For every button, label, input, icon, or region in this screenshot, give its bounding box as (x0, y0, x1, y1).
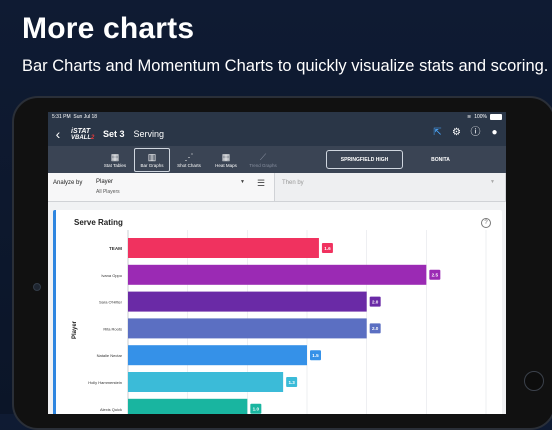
tool-label: Heat Maps (215, 162, 237, 168)
data-label: 2.5 (432, 273, 439, 278)
bar-chart: Player TEAM 1.6 Ivana Oppo 2.5 Sara O'Hitter 2… (72, 230, 487, 414)
tool-bar-graphs[interactable]: ▥ Bar Graphs (134, 147, 170, 172)
data-label: 2.0 (372, 299, 379, 304)
shot-chart-icon: ⋰ (184, 151, 194, 162)
analyze-by-dropdown[interactable]: Analyze by Player All Players ▼ ☰ (48, 173, 275, 201)
chart-title: Serve Rating (74, 218, 123, 227)
category-label: Ivana Oppo (101, 273, 122, 278)
bar (128, 291, 367, 312)
tool-label: Trend Graphs (249, 162, 277, 168)
data-label-box (310, 350, 321, 361)
bar-graph-icon: ▥ (147, 151, 157, 162)
chart-toolbar: ▦ Stat Tables ▥ Bar Graphs ⋰ Shot Charts… (48, 146, 506, 173)
mode-label: Serving (133, 129, 165, 139)
bar (128, 318, 367, 339)
analyze-by-value: Player (96, 179, 114, 185)
logo-line2: VBALL (71, 134, 91, 141)
category-label: Sara O'Hitter (99, 300, 123, 305)
caret-down-icon: ▼ (490, 179, 495, 185)
battery-percent: 100% (474, 114, 487, 120)
filter-icon[interactable]: ☰ (257, 178, 266, 188)
data-label: 1.0 (253, 407, 260, 412)
tool-label: Stat Tables (103, 162, 127, 168)
help-icon[interactable]: ⓘ (470, 127, 481, 138)
tool-stat-tables[interactable]: ▦ Stat Tables (97, 148, 133, 172)
logo-line1: iSTAT (71, 127, 91, 135)
tool-trend-graphs[interactable]: ⟋ Trend Graphs (245, 148, 281, 172)
bar (128, 264, 427, 285)
analyze-by-sub: All Players (96, 189, 120, 195)
data-label: 1.3 (288, 380, 295, 385)
app-logo: iSTAT VBALL2 (71, 125, 97, 143)
battery-icon (490, 114, 502, 120)
y-axis-label: Player (72, 320, 78, 339)
app-screen: 5:31 PM Sun Jul 18 ≋ 100% ‹ iSTAT VBALL2… (48, 112, 506, 414)
data-label-box (369, 296, 381, 307)
data-label-box (286, 377, 298, 387)
bar (128, 372, 284, 392)
filter-bar: Analyze by Player All Players ▼ ☰ Then b… (48, 173, 506, 202)
data-label-box (321, 243, 333, 253)
tool-label: Bar Graphs (140, 162, 164, 168)
status-bar: 5:31 PM Sun Jul 18 ≋ 100% (48, 112, 506, 122)
nav-bar: ‹ iSTAT VBALL2 Set 3 Serving ⇱ ⚙ ⓘ ● (48, 122, 506, 146)
data-label: 1.5 (312, 353, 319, 358)
data-label-box (250, 403, 262, 414)
tool-shot-charts[interactable]: ⋰ Shot Charts (171, 148, 207, 172)
trend-graph-icon: ⟋ (259, 151, 267, 162)
wifi-icon: ≋ (467, 114, 472, 120)
status-time: 5:31 PM (52, 114, 71, 120)
then-by-label: Then by (282, 180, 304, 186)
data-label: 2.0 (372, 326, 379, 331)
then-by-dropdown[interactable]: Then by ▼ (275, 173, 506, 201)
tool-heat-maps[interactable]: ▦ Heat Maps (208, 148, 244, 172)
category-label: Rita Roots (103, 326, 122, 331)
share-icon[interactable]: ⇱ (433, 127, 442, 138)
set-label: Set 3 (103, 129, 125, 139)
category-label: Holly Hammerstein (88, 380, 122, 385)
category-label: TEAM (109, 246, 122, 251)
promo-subtitle: Bar Charts and Momentum Charts to quickl… (22, 57, 549, 75)
category-label: Alexis Quick (100, 407, 122, 412)
caret-down-icon: ▼ (240, 179, 245, 185)
table-icon: ▦ (110, 151, 120, 162)
person-icon[interactable]: ● (491, 127, 498, 138)
back-chevron-icon[interactable]: ‹ (55, 126, 61, 142)
front-camera (33, 283, 41, 291)
bar (128, 238, 319, 258)
analyze-by-label: Analyze by (53, 180, 83, 186)
category-label: Natalie Nectar (97, 353, 123, 358)
tool-label: Shot Charts (177, 162, 201, 168)
bar (128, 345, 307, 366)
bar (128, 398, 248, 414)
chart-card: Serve Rating ? Player TEAM 1.6 Ivana Oppo 2.… (53, 210, 502, 414)
data-label-box (429, 269, 441, 280)
data-label-box (369, 323, 381, 334)
promo-title: More charts (22, 12, 195, 45)
team-selected-button[interactable]: SPRINGFIELD HIGH (326, 150, 403, 169)
team-other-button[interactable]: BONITA (431, 156, 450, 163)
status-date: Sun Jul 18 (73, 114, 98, 120)
data-label: 1.6 (324, 246, 331, 251)
home-button[interactable] (524, 371, 544, 391)
gear-icon[interactable]: ⚙ (452, 127, 461, 138)
heat-map-icon: ▦ (221, 151, 231, 162)
help-icon[interactable]: ? (481, 218, 491, 228)
logo-accent: 2 (91, 134, 95, 141)
